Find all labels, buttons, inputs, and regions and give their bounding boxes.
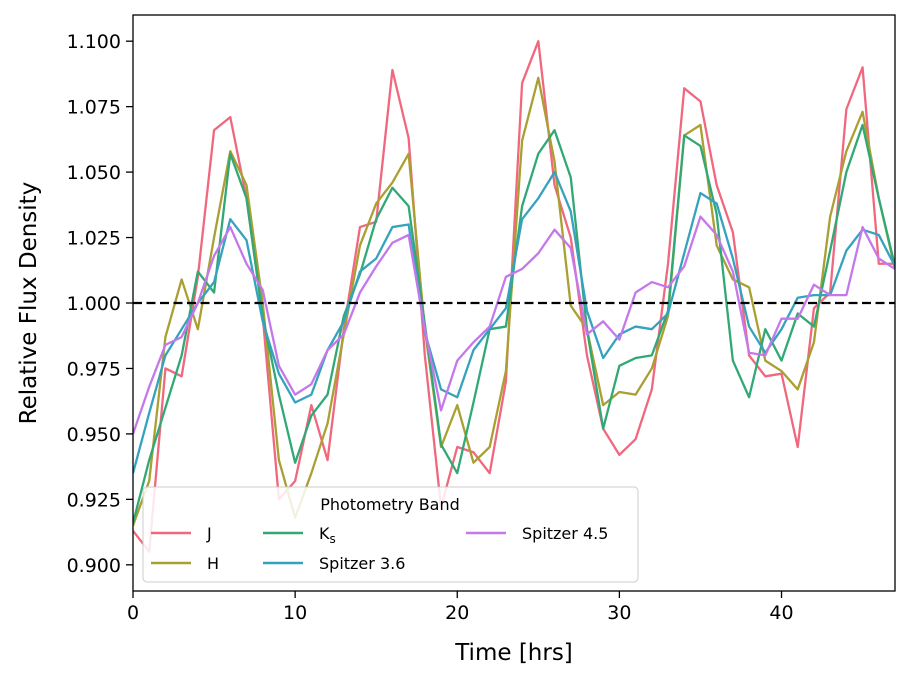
x-tick-label: 20 [445,602,469,624]
legend-frame [142,486,639,583]
legend-label-subscript: s [330,532,336,546]
y-tick-label: 0.925 [67,489,121,511]
legend-label-main: Spitzer 4.5 [522,524,608,543]
y-tick-label: 0.950 [67,424,121,446]
y-tick-label: 0.900 [67,555,121,577]
legend-title: Photometry Band [320,495,460,514]
legend-label-main: Spitzer 3.6 [319,554,405,573]
legend: Photometry Band JH Ks Spitzer 3.6 Spitzer 4… [142,486,639,583]
y-tick-label: 1.100 [67,31,121,53]
x-tick-label: 40 [769,602,793,624]
series-line-spitzer-4-5 [133,215,895,435]
legend-label: Spitzer 4.5 [522,524,608,543]
y-tick-label: 1.000 [67,293,121,315]
y-axis-label: Relative Flux Density [16,182,42,425]
legend-label-main: K [319,524,330,543]
x-tick-label: 10 [283,602,307,624]
legend-label-main: J [206,524,212,543]
y-tick-label: 0.975 [67,358,121,380]
x-axis-label: Time [hrs] [454,640,573,666]
x-tick-label: 0 [127,602,139,624]
y-tick-label: 1.025 [67,228,121,250]
legend-label: Ks [319,524,336,546]
legend-label: H [207,554,219,573]
legend-label-main: H [207,554,219,573]
legend-label: J [206,524,212,543]
y-tick-label: 1.050 [67,162,121,184]
y-tick-label: 1.075 [67,97,121,119]
legend-label: Spitzer 3.6 [319,554,405,573]
x-tick-label: 30 [607,602,631,624]
